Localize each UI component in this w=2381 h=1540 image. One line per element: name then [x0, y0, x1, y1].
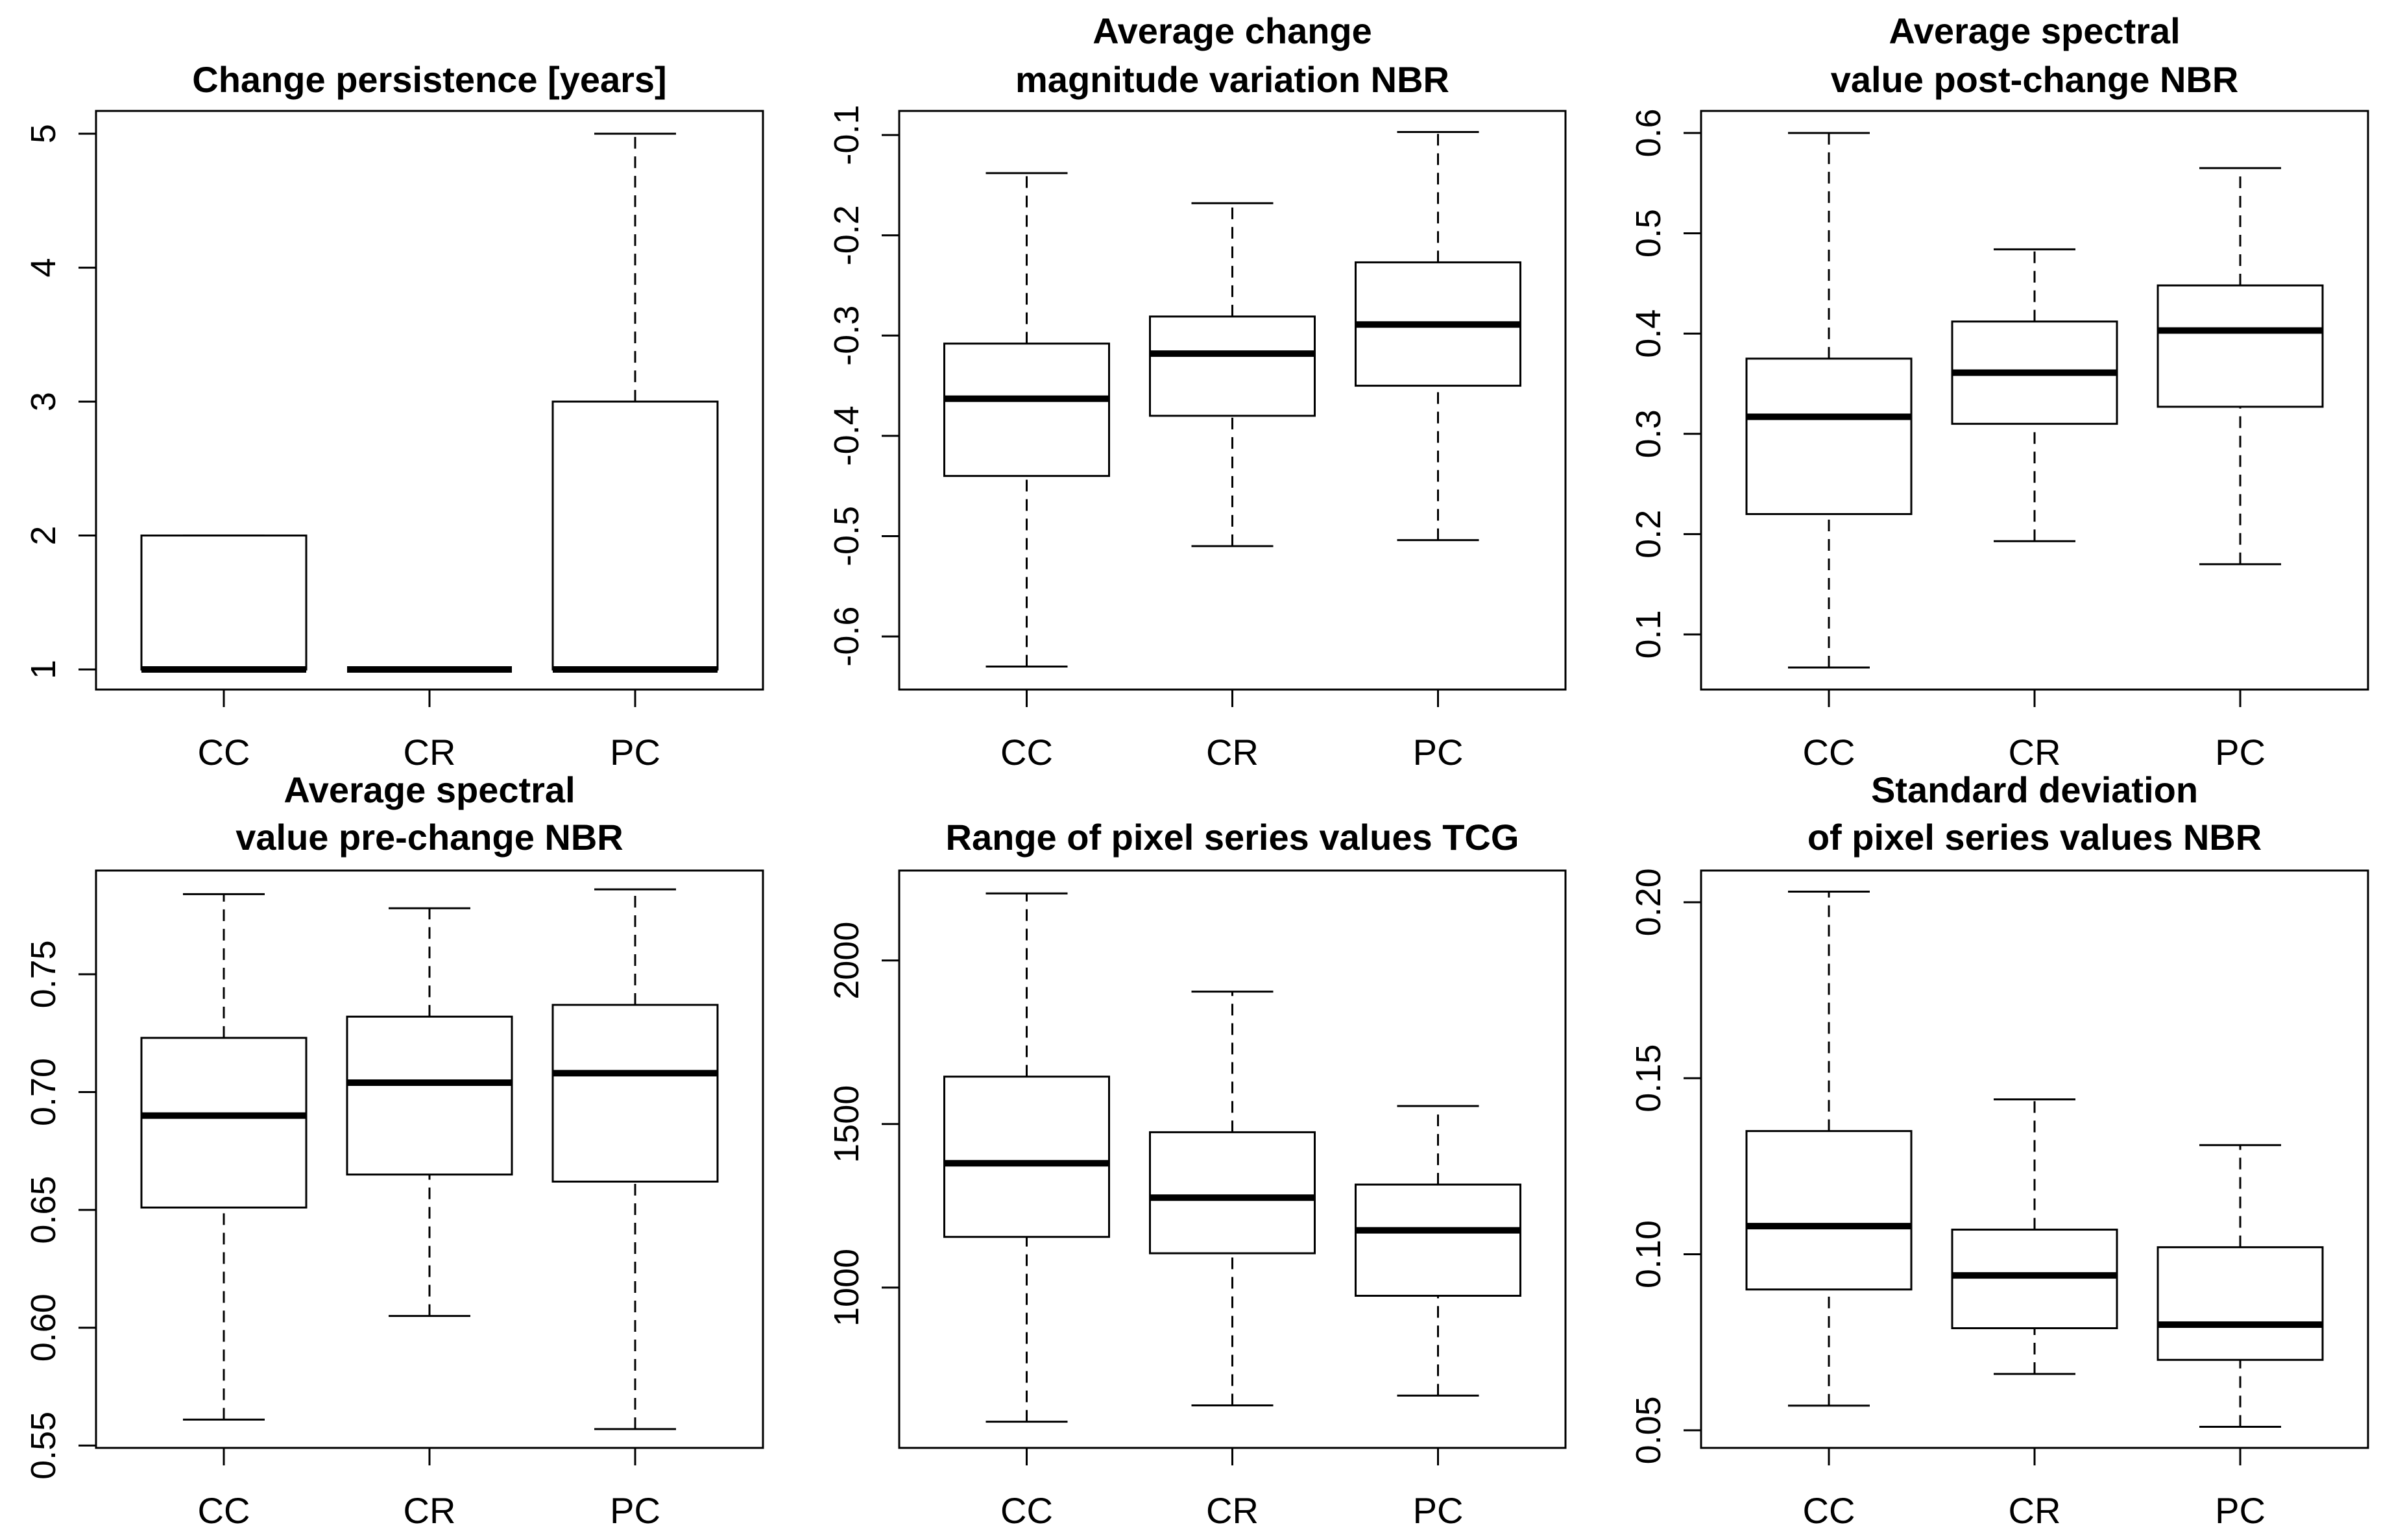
chart-title: Average change: [1093, 10, 1372, 51]
y-tick-label: -0.5: [827, 506, 866, 566]
box-pc: [2157, 167, 2324, 566]
x-category-label: PC: [610, 732, 660, 773]
iqr-box: [1745, 357, 1913, 515]
box-pc: [2157, 1144, 2324, 1428]
iqr-box: [943, 343, 1110, 477]
chart-title: value post-change NBR: [1831, 59, 2239, 100]
y-tick-label: 0.65: [24, 1176, 63, 1244]
iqr-box: [1355, 1183, 1521, 1297]
y-tick-label: 0.60: [24, 1293, 63, 1362]
chart-title: Change persistence [years]: [192, 59, 666, 100]
y-tick-label: 0.6: [1629, 108, 1668, 157]
chart-title: Range of pixel series values TCG: [946, 817, 1519, 858]
box-pc: [551, 888, 719, 1430]
y-tick-label: 3: [24, 392, 63, 411]
box-cc: [943, 172, 1110, 668]
chart-title: value pre-change NBR: [236, 817, 623, 858]
iqr-box: [1149, 1131, 1316, 1255]
x-category-label: CR: [2009, 732, 2061, 773]
iqr-box: [1951, 1229, 2118, 1329]
x-category-label: PC: [610, 1490, 660, 1531]
iqr-box: [140, 1037, 308, 1209]
y-tick-label: 5: [24, 124, 63, 143]
y-tick-label: 0.55: [24, 1412, 63, 1480]
iqr-box: [551, 400, 719, 671]
y-tick-label: -0.1: [827, 105, 866, 165]
y-tick-label: 0.20: [1629, 868, 1668, 936]
iqr-box: [140, 535, 308, 671]
y-tick-label: 2: [24, 526, 63, 546]
box-cc: [140, 535, 308, 673]
y-tick-label: 4: [24, 258, 63, 278]
box-cc: [943, 892, 1110, 1423]
y-tick-label: 1000: [827, 1249, 866, 1327]
y-tick-label: 0.4: [1629, 309, 1668, 358]
x-category-label: PC: [1413, 1490, 1464, 1531]
x-category-label: CR: [404, 1490, 456, 1531]
iqr-box: [1149, 315, 1316, 417]
y-tick-label: -0.6: [827, 607, 866, 667]
x-category-label: CC: [1803, 732, 1855, 773]
box-pc: [551, 132, 719, 673]
box-cr: [1149, 202, 1316, 547]
chart-panel-4: Average spectral value pre-change NBR 0.55…: [24, 769, 764, 1531]
x-category-label: PC: [2215, 1490, 2266, 1531]
chart-panel-1: Change persistence [years] 1 2 3 4 5 CC CR PC: [24, 59, 764, 773]
y-tick-label: 0.1: [1629, 610, 1668, 658]
chart-panel-5: Range of pixel series values TCG 1000 1500…: [827, 817, 1567, 1531]
y-tick-label: 0.2: [1629, 510, 1668, 559]
chart-title: Standard deviation: [1871, 769, 2198, 810]
y-tick-label: 0.5: [1629, 209, 1668, 258]
y-tick-label: 0.3: [1629, 409, 1668, 458]
x-category-label: CR: [1206, 1490, 1259, 1531]
box-pc: [1355, 130, 1521, 542]
x-category-label: CR: [1206, 732, 1259, 773]
y-tick-label: -0.2: [827, 205, 866, 265]
x-category-label: CR: [404, 732, 456, 773]
chart-panel-6: Standard deviation of pixel series values…: [1629, 769, 2369, 1531]
chart-panel-2: Average change magnitude variation NBR -0.…: [827, 10, 1567, 773]
box-cr: [1951, 1098, 2118, 1375]
y-tick-label: 0.70: [24, 1058, 63, 1126]
chart-title: magnitude variation NBR: [1015, 59, 1449, 100]
y-tick-label: 0.75: [24, 940, 63, 1008]
box-cc: [1745, 891, 1913, 1407]
y-tick-label: -0.3: [827, 306, 866, 366]
box-cc: [140, 893, 308, 1421]
iqr-box: [2157, 284, 2324, 408]
x-category-label: PC: [2215, 732, 2266, 773]
x-category-label: CC: [198, 732, 250, 773]
iqr-box: [1745, 1130, 1913, 1291]
y-tick-label: 1500: [827, 1085, 866, 1163]
iqr-box: [943, 1076, 1110, 1238]
x-category-label: PC: [1413, 732, 1464, 773]
y-tick-label: 2000: [827, 922, 866, 1000]
iqr-box: [2157, 1246, 2324, 1361]
y-tick-label: 0.10: [1629, 1220, 1668, 1288]
x-category-label: CC: [1803, 1490, 1855, 1531]
x-category-label: CC: [1000, 732, 1053, 773]
x-category-label: CR: [2009, 1490, 2061, 1531]
box-cc: [1745, 132, 1913, 669]
iqr-box: [346, 1015, 513, 1176]
y-tick-label: -0.4: [827, 405, 866, 466]
chart-title: Average spectral: [284, 769, 575, 810]
x-category-label: CC: [1000, 1490, 1053, 1531]
box-pc: [1355, 1105, 1521, 1397]
x-category-label: CC: [198, 1490, 250, 1531]
y-tick-label: 0.15: [1629, 1044, 1668, 1113]
chart-panel-3: Average spectral value post-change NBR 0.1…: [1629, 10, 2369, 773]
y-tick-label: 1: [24, 660, 63, 679]
chart-title: Average spectral: [1889, 10, 2180, 51]
iqr-box: [551, 1004, 719, 1183]
box-cr: [1149, 991, 1316, 1406]
box-cr: [346, 907, 513, 1317]
box-cr: [1951, 248, 2118, 542]
chart-title: of pixel series values NBR: [1807, 817, 2262, 858]
y-tick-label: 0.05: [1629, 1396, 1668, 1464]
